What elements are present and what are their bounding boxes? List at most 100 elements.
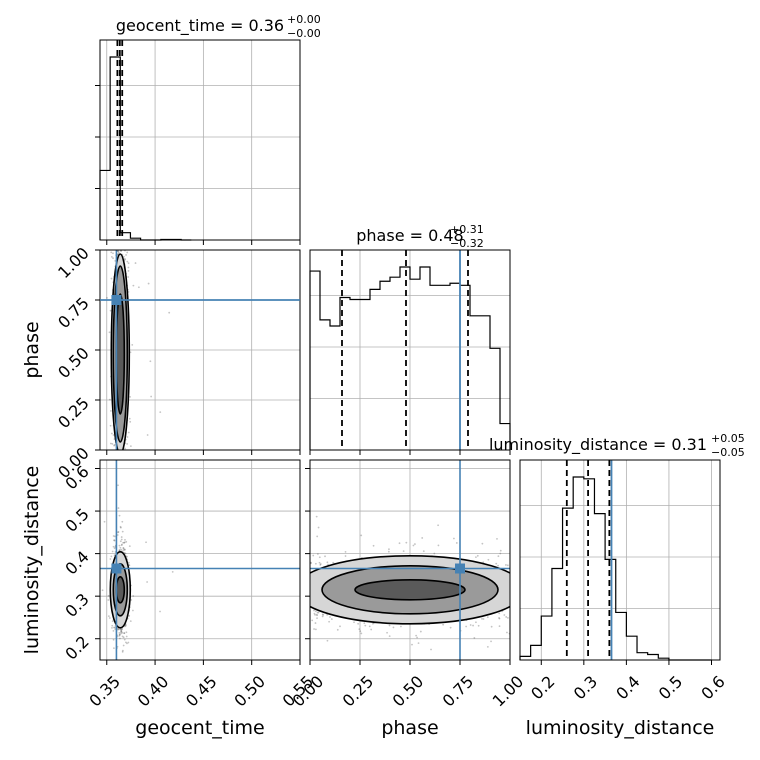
sample-point <box>421 537 424 539</box>
sample-point <box>121 543 123 546</box>
sample-point <box>132 284 135 287</box>
y-tick-label: 1.00 <box>54 243 93 282</box>
sample-point <box>388 548 390 551</box>
sample-point <box>475 556 477 558</box>
y-tick-label: 0.4 <box>61 547 92 578</box>
sample-point <box>360 534 363 537</box>
sample-point <box>344 555 347 557</box>
sample-point <box>490 640 492 643</box>
sample-point <box>119 637 121 640</box>
x-tick-label: 1.00 <box>489 672 528 711</box>
y-tick-label: 0.2 <box>61 632 92 663</box>
sample-point <box>122 541 125 544</box>
sample-point <box>118 631 121 634</box>
sample-point <box>127 561 130 564</box>
sample-point <box>126 555 128 558</box>
sample-point <box>113 647 115 650</box>
sample-point <box>503 614 506 616</box>
sample-point <box>357 622 360 625</box>
sample-point <box>109 442 112 445</box>
sample-point <box>107 599 110 601</box>
sample-point <box>118 549 121 552</box>
sample-point <box>109 558 112 560</box>
sample-point <box>132 609 134 612</box>
panel-luminosity_distance-hist: 0.2 0.3 0.4 0.5 0.6 <box>519 459 729 703</box>
sample-point <box>419 630 422 633</box>
sample-point <box>145 541 147 544</box>
sample-point <box>442 623 445 626</box>
sample-point <box>490 625 493 628</box>
sample-point <box>149 360 152 363</box>
sample-point <box>89 592 91 594</box>
sample-point <box>411 643 413 646</box>
sample-point <box>123 541 126 544</box>
sample-point <box>117 628 120 631</box>
sample-point <box>469 624 472 626</box>
sample-point <box>364 624 367 627</box>
sample-point <box>482 618 485 620</box>
sample-point <box>120 631 122 634</box>
sample-point <box>121 650 124 653</box>
sample-point <box>119 525 122 528</box>
sample-point <box>481 617 483 620</box>
panel-geocent_time-vs-luminosity_distance: 0.35 0.40 0.45 0.50 0.550.20.30.40.50.6 <box>61 459 317 711</box>
sample-point <box>497 564 499 567</box>
sample-point <box>123 549 126 551</box>
sample-point <box>321 615 324 618</box>
y-tick-label: 0.25 <box>54 393 93 432</box>
sample-point <box>402 550 405 553</box>
title-luminosity-distance: luminosity_distance = 0.31 <box>489 435 707 455</box>
sample-point <box>119 628 122 631</box>
sample-point <box>124 552 127 555</box>
x-tick-label: 0.4 <box>612 672 643 703</box>
sample-point <box>125 631 128 634</box>
sample-point <box>108 617 111 619</box>
sample-point <box>112 252 114 255</box>
sample-point <box>322 613 325 616</box>
sample-point <box>455 542 458 544</box>
sample-point <box>127 431 130 434</box>
sample-point <box>118 514 121 517</box>
sample-point <box>129 420 132 423</box>
sample-point <box>121 635 124 638</box>
sample-point <box>129 395 131 398</box>
sample-point <box>107 594 110 597</box>
panel-phase-vs-luminosity_distance: 0.00 0.25 0.50 0.75 1.00 <box>289 459 528 711</box>
sample-point <box>400 625 402 628</box>
sample-point <box>453 537 455 540</box>
sample-point <box>332 561 335 564</box>
sample-point <box>128 614 131 617</box>
sample-point <box>326 561 329 564</box>
sample-point <box>372 544 375 547</box>
axes-frame <box>519 459 721 661</box>
x-tick-label: 0.6 <box>697 672 728 703</box>
sample-point <box>123 541 126 544</box>
sample-point <box>150 395 153 398</box>
sample-point <box>398 542 401 545</box>
sample-point <box>110 555 113 558</box>
panel-phase-hist <box>309 249 511 455</box>
sample-point <box>108 331 111 334</box>
sample-point <box>101 589 104 592</box>
sample-point <box>113 539 116 542</box>
sample-point <box>146 581 149 583</box>
sample-point <box>121 649 124 652</box>
sample-point <box>319 564 322 566</box>
ylabel-luminosity-distance: luminosity_distance <box>21 466 43 655</box>
y-tick-label: 0.5 <box>61 504 92 535</box>
sample-point <box>497 555 500 558</box>
histogram-step <box>99 56 192 241</box>
contour-level <box>115 575 126 604</box>
sample-point <box>111 550 114 553</box>
sample-point <box>113 626 115 629</box>
sample-point <box>127 266 130 269</box>
xlabel-phase: phase <box>381 717 438 739</box>
sample-point <box>437 524 440 527</box>
sample-point <box>111 624 114 627</box>
sample-point <box>117 484 119 487</box>
sample-point <box>107 615 110 618</box>
sample-point <box>314 622 317 624</box>
sample-point <box>314 613 316 616</box>
sample-point <box>370 628 373 631</box>
sample-point <box>118 634 121 637</box>
